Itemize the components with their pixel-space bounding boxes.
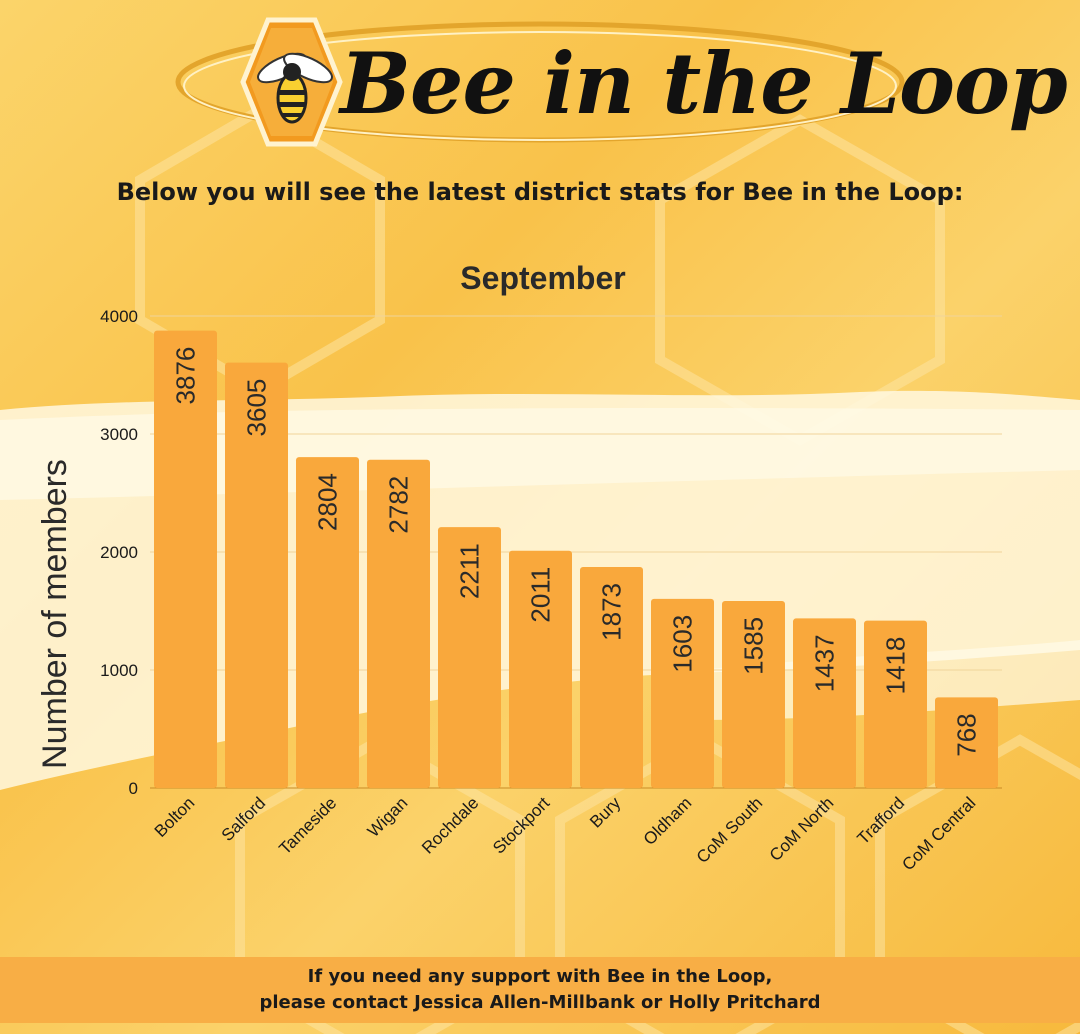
y-tick-label: 2000 xyxy=(100,543,138,562)
footer-line-2: please contact Jessica Allen-Millbank or… xyxy=(259,992,821,1013)
bar-com-central xyxy=(935,697,998,788)
bar-bolton xyxy=(154,330,217,788)
footer-banner: If you need any support with Bee in the … xyxy=(0,957,1080,1023)
bar-value-label: 1437 xyxy=(810,634,840,692)
brand-name: Bee in the Loop xyxy=(340,34,1068,133)
bar-rochdale xyxy=(438,527,501,788)
bar-value-label: 2011 xyxy=(526,567,556,623)
logo: Bee in the Loop xyxy=(170,10,1068,160)
x-tick-label: Stockport xyxy=(489,793,553,857)
x-tick-label: CoM North xyxy=(766,793,838,865)
bar-value-label: 1873 xyxy=(597,583,627,641)
page-subtitle: Below you will see the latest district s… xyxy=(116,178,964,206)
bar-oldham xyxy=(651,598,714,788)
bar-bury xyxy=(580,566,643,788)
footer-line-1: If you need any support with Bee in the … xyxy=(307,966,773,987)
y-tick-label: 0 xyxy=(129,779,138,798)
y-axis-label: Number of members xyxy=(36,459,74,769)
bar-value-label: 1418 xyxy=(881,637,911,695)
x-tick-label: Trafford xyxy=(853,793,908,848)
bar-com-north xyxy=(793,618,856,788)
bar-tameside xyxy=(296,457,359,788)
bar-wigan xyxy=(367,459,430,788)
bar-value-label: 3876 xyxy=(171,347,201,405)
bar-com-south xyxy=(722,600,785,788)
bar-value-label: 2782 xyxy=(384,476,414,534)
bar-value-label: 3605 xyxy=(242,379,272,437)
bar-value-label: 1585 xyxy=(739,617,769,675)
chart-title: September xyxy=(460,260,625,296)
x-tick-label: CoM Central xyxy=(898,793,979,874)
bar-stockport xyxy=(509,550,572,788)
y-tick-label: 1000 xyxy=(100,661,138,680)
x-tick-label: Salford xyxy=(218,793,270,845)
x-tick-label: Bury xyxy=(586,793,625,832)
logo-ring xyxy=(175,17,905,147)
x-tick-label: CoM South xyxy=(693,793,767,867)
x-tick-label: Tameside xyxy=(275,793,340,858)
x-tick-label: Oldham xyxy=(640,793,696,849)
bar-value-label: 2804 xyxy=(313,473,343,531)
x-tick-label: Rochdale xyxy=(418,793,482,857)
x-tick-label: Bolton xyxy=(151,793,199,841)
bar-value-label: 768 xyxy=(952,713,982,756)
bar-value-label: 1603 xyxy=(668,615,698,673)
bee-icon xyxy=(240,17,343,147)
y-tick-label: 3000 xyxy=(100,425,138,444)
bar-salford xyxy=(225,362,288,788)
bar-trafford xyxy=(864,620,927,788)
x-tick-label: Wigan xyxy=(364,793,412,841)
y-tick-label: 4000 xyxy=(100,307,138,326)
bar-value-label: 2211 xyxy=(455,543,485,599)
